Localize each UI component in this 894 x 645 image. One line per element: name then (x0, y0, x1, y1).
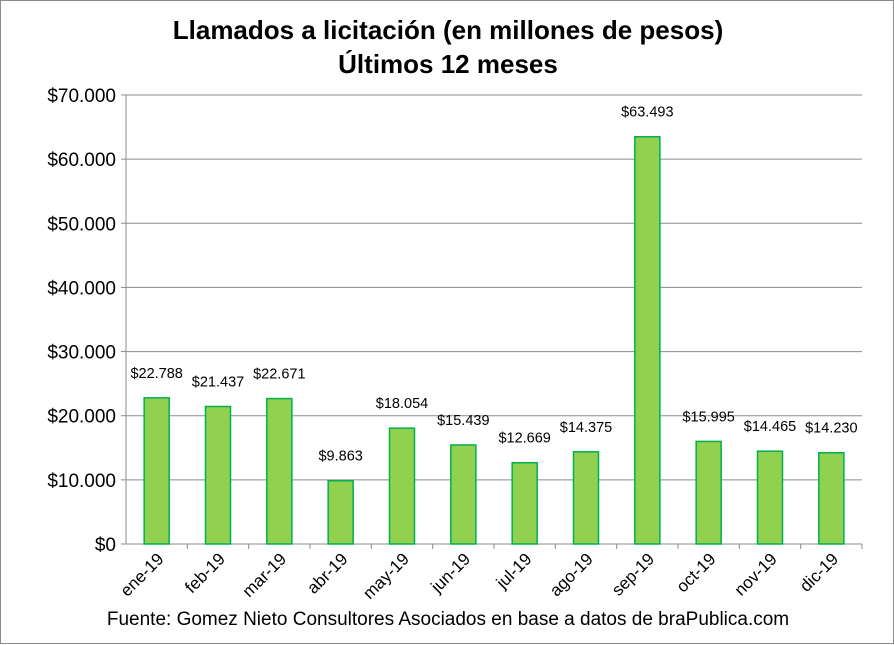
bar (266, 397, 293, 545)
x-tick-label: sep-19 (608, 549, 658, 599)
bar (818, 451, 845, 545)
bar (388, 427, 416, 545)
x-tick-label: ago-19 (546, 549, 597, 600)
bar (143, 397, 170, 545)
data-label: $18.054 (376, 396, 428, 412)
data-label: $22.671 (253, 367, 305, 383)
chart-title: Llamados a licitación (en millones de pe… (172, 15, 724, 45)
chart-title-block: Llamados a licitación (en millones de pe… (1, 13, 894, 81)
y-tick-label: $70.000 (47, 86, 116, 107)
bar (511, 461, 538, 545)
data-label: $15.439 (437, 413, 489, 429)
x-tick-label: feb-19 (181, 549, 229, 597)
y-tick-label: $60.000 (47, 150, 116, 171)
data-label: $9.863 (318, 449, 362, 465)
data-label: $14.465 (744, 419, 796, 435)
data-label: $22.788 (130, 366, 182, 382)
y-tick-label: $40.000 (47, 278, 116, 299)
y-tick-label: $10.000 (47, 471, 116, 492)
data-label: $63.493 (621, 105, 673, 121)
y-tick-label: $50.000 (47, 214, 116, 235)
x-tick-label: ene-19 (117, 549, 168, 600)
data-label: $15.995 (682, 409, 734, 425)
bar (327, 479, 354, 545)
x-tick-label: abr-19 (303, 549, 351, 597)
x-tick-label: may-19 (359, 549, 413, 603)
x-tick-label: nov-19 (731, 549, 781, 599)
data-label: $12.669 (498, 431, 550, 447)
chart-subtitle: Últimos 12 meses (338, 49, 558, 79)
x-tick-label: jul-19 (492, 549, 536, 593)
data-label: $14.375 (560, 420, 612, 436)
x-tick-label: jun-19 (427, 549, 475, 597)
x-tick-label: oct-19 (673, 549, 720, 596)
x-tick-label: mar-19 (239, 549, 291, 601)
y-tick-label: $0 (95, 535, 116, 556)
data-label: $14.230 (805, 421, 857, 437)
source-note: Fuente: Gomez Nieto Consultores Asociado… (106, 609, 790, 630)
bar (695, 440, 722, 545)
y-tick-label: $30.000 (47, 343, 116, 364)
y-tick-label: $20.000 (47, 407, 116, 428)
bar (572, 451, 600, 545)
bar (450, 444, 477, 545)
x-tick-label: dic-19 (796, 549, 842, 595)
data-label: $21.437 (192, 374, 244, 390)
bar (634, 135, 661, 545)
bar (204, 405, 232, 545)
bar (756, 450, 784, 545)
